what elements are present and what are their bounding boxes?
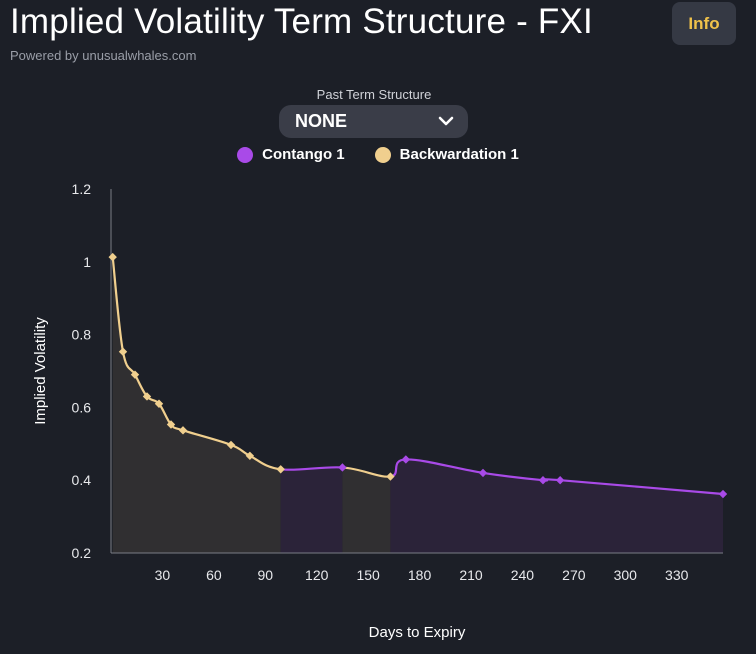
- data-point-3: [142, 392, 152, 401]
- chevron-down-icon: [438, 113, 454, 131]
- past-term-structure-label: Past Term Structure: [316, 87, 432, 102]
- data-point-7: [226, 440, 236, 450]
- past-term-structure-value: NONE: [295, 111, 348, 131]
- x-tick-label: 30: [155, 567, 171, 583]
- y-tick-label: 1.2: [72, 181, 92, 197]
- y-tick-label: 1: [83, 254, 91, 270]
- data-point-8: [245, 451, 255, 461]
- data-point-10: [338, 463, 347, 472]
- x-tick-label: 240: [511, 567, 535, 583]
- x-tick-label: 330: [665, 567, 689, 583]
- data-point-0: [108, 252, 117, 262]
- data-point-15: [555, 476, 565, 485]
- data-point-11: [386, 472, 395, 481]
- segment-line-1: [280, 466, 343, 471]
- segment-area-0: [112, 257, 281, 553]
- x-tick-label: 210: [459, 567, 483, 583]
- past-term-structure-select[interactable]: NONE: [279, 105, 468, 138]
- chart-legend: Contango 1 Backwardation 1: [0, 146, 756, 163]
- data-point-5: [166, 420, 176, 429]
- legend-label-backwardation: Backwardation 1: [399, 146, 519, 163]
- data-point-13: [478, 468, 488, 478]
- data-point-16: [718, 489, 728, 499]
- data-point-6: [178, 426, 188, 435]
- legend-item-backwardation[interactable]: Backwardation 1: [374, 146, 519, 163]
- segment-area-2: [342, 467, 391, 553]
- x-tick-label: 60: [206, 567, 222, 583]
- data-point-2: [130, 370, 140, 379]
- y-tick-label: 0.4: [72, 472, 92, 488]
- y-axis-title: Implied Volatility: [32, 317, 49, 425]
- segment-line-0: [111, 256, 281, 471]
- legend-label-contango: Contango 1: [262, 146, 345, 163]
- x-tick-label: 180: [408, 567, 432, 583]
- data-point-1: [118, 347, 128, 356]
- x-tick-label: 270: [562, 567, 586, 583]
- x-tick-label: 300: [614, 567, 638, 583]
- y-tick-label: 0.8: [72, 327, 92, 343]
- x-tick-label: 120: [305, 567, 329, 583]
- data-point-12: [401, 455, 411, 464]
- segment-area-1: [280, 467, 343, 553]
- powered-by-text: Powered by unusualwhales.com: [10, 48, 197, 63]
- contango-legend-dot: [237, 146, 254, 163]
- legend-item-contango[interactable]: Contango 1: [237, 146, 345, 163]
- backwardation-legend-dot: [374, 146, 391, 163]
- page-title: Implied Volatility Term Structure - FXI: [10, 2, 593, 41]
- y-tick-label: 0.2: [72, 545, 92, 561]
- x-tick-label: 150: [356, 567, 380, 583]
- x-axis-title: Days to Expiry: [369, 624, 466, 641]
- y-tick-label: 0.6: [72, 399, 92, 415]
- data-point-4: [154, 399, 164, 408]
- info-button[interactable]: Info: [672, 2, 736, 45]
- x-tick-label: 90: [257, 567, 273, 583]
- data-point-9: [276, 465, 285, 474]
- segment-area-3: [390, 459, 723, 553]
- data-point-14: [538, 476, 548, 485]
